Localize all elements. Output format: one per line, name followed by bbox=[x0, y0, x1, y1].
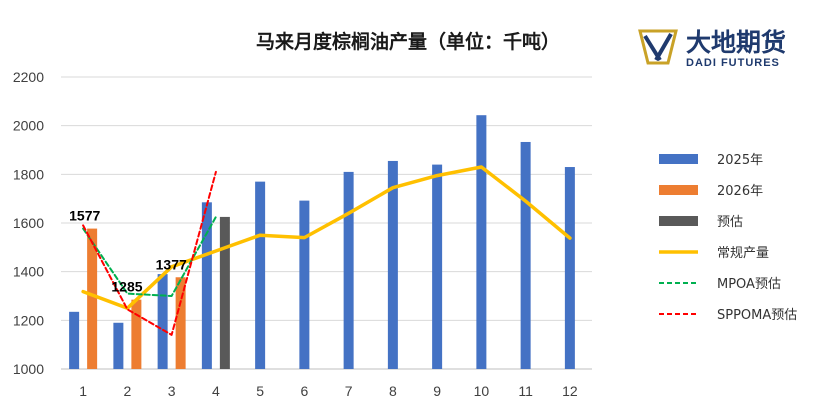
bar bbox=[520, 141, 531, 369]
bar bbox=[219, 216, 230, 369]
legend-label: 2025年 bbox=[717, 153, 763, 168]
dadi-logo-icon bbox=[638, 29, 678, 65]
company-logo: 大地期货 DADI FUTURES bbox=[638, 28, 786, 69]
x-tick-label: 3 bbox=[168, 383, 176, 399]
logo-name-cn: 大地期货 bbox=[686, 28, 786, 57]
bar bbox=[343, 171, 354, 369]
legend-label: MPOA预估 bbox=[717, 277, 781, 292]
y-tick-label: 1000 bbox=[13, 361, 44, 377]
x-tick-label: 2 bbox=[123, 383, 131, 399]
y-tick-label: 1800 bbox=[13, 166, 44, 182]
series-line bbox=[81, 165, 572, 310]
bar bbox=[255, 181, 266, 369]
x-tick-label: 7 bbox=[345, 383, 353, 399]
legend-swatch bbox=[659, 185, 698, 195]
bar bbox=[157, 274, 168, 369]
bar bbox=[87, 228, 98, 369]
series-dashed-line bbox=[82, 170, 217, 336]
chart-title: 马来月度棕榈油产量（单位：千吨） bbox=[256, 30, 560, 53]
x-tick-label: 9 bbox=[433, 383, 441, 399]
legend-label: 常规产量 bbox=[717, 246, 769, 261]
bar bbox=[476, 115, 487, 369]
y-tick-label: 2200 bbox=[13, 69, 44, 85]
bar bbox=[69, 311, 80, 369]
x-tick-label: 8 bbox=[389, 383, 397, 399]
x-tick-label: 5 bbox=[256, 383, 264, 399]
lines bbox=[81, 165, 572, 336]
x-tick-label: 12 bbox=[562, 383, 578, 399]
y-axis: 1000 1200 1400 1600 1800 2000 2200 bbox=[13, 69, 44, 377]
legend-swatch bbox=[659, 216, 698, 226]
logo-name-en: DADI FUTURES bbox=[686, 57, 780, 69]
x-tick-label: 4 bbox=[212, 383, 220, 399]
legend-label: 预估 bbox=[717, 215, 743, 230]
bar bbox=[387, 160, 398, 369]
y-tick-label: 1200 bbox=[13, 312, 44, 328]
bar bbox=[201, 202, 212, 369]
bar bbox=[131, 299, 142, 369]
bars bbox=[69, 115, 575, 369]
bar bbox=[175, 277, 186, 369]
bar bbox=[564, 167, 575, 369]
x-tick-label: 6 bbox=[300, 383, 308, 399]
data-label: 1577 bbox=[69, 208, 100, 224]
grid-lines bbox=[61, 76, 592, 370]
bar bbox=[432, 164, 443, 369]
y-tick-label: 1600 bbox=[13, 215, 44, 231]
legend-label: SPPOMA预估 bbox=[717, 308, 797, 323]
bar bbox=[113, 322, 124, 369]
legend-label: 2026年 bbox=[717, 184, 763, 199]
legend-swatch bbox=[659, 154, 698, 164]
x-tick-label: 11 bbox=[518, 383, 533, 399]
data-label: 1377 bbox=[156, 256, 187, 272]
data-labels: 1577 1285 1377 bbox=[69, 208, 187, 295]
x-tick-label: 10 bbox=[474, 383, 490, 399]
x-tick-label: 1 bbox=[79, 383, 87, 399]
y-tick-label: 2000 bbox=[13, 118, 44, 134]
data-label: 1285 bbox=[111, 279, 142, 295]
bar bbox=[299, 200, 310, 369]
x-axis: 1 2 3 4 5 6 7 8 9 10 11 12 bbox=[79, 383, 578, 399]
y-tick-label: 1400 bbox=[13, 264, 44, 280]
